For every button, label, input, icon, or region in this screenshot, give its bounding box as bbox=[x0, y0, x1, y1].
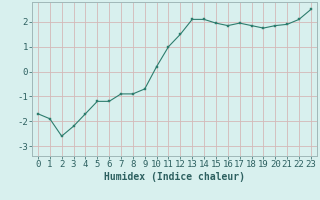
X-axis label: Humidex (Indice chaleur): Humidex (Indice chaleur) bbox=[104, 172, 245, 182]
